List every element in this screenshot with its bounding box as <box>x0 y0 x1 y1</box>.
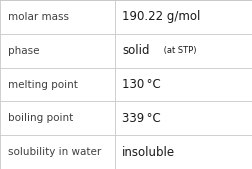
Text: solid: solid <box>122 44 150 57</box>
Text: insoluble: insoluble <box>122 146 175 159</box>
Text: 130 °C: 130 °C <box>122 78 161 91</box>
Text: boiling point: boiling point <box>8 113 73 123</box>
Text: 339 °C: 339 °C <box>122 112 161 125</box>
Text: 190.22 g/mol: 190.22 g/mol <box>122 10 201 23</box>
Text: phase: phase <box>8 46 39 56</box>
Text: solubility in water: solubility in water <box>8 147 101 157</box>
Text: molar mass: molar mass <box>8 12 69 22</box>
Text: (at STP): (at STP) <box>161 46 196 55</box>
Text: melting point: melting point <box>8 79 77 90</box>
